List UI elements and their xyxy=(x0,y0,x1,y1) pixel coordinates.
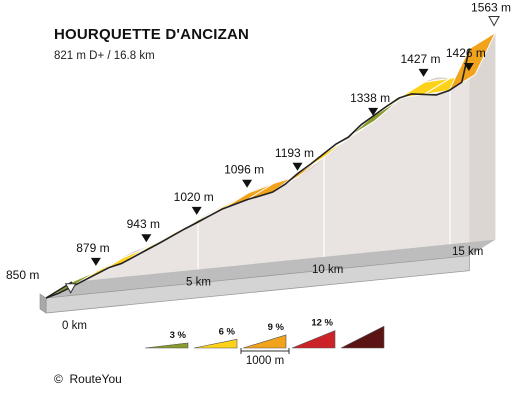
elevation-label: 1563 m xyxy=(471,0,511,14)
legend-wedge xyxy=(340,325,385,349)
legend-label: 9 % xyxy=(268,322,285,333)
elevation-label: 1020 m xyxy=(174,190,214,204)
profile-front-edge xyxy=(45,48,471,299)
copyright-icon: © xyxy=(54,372,63,386)
km-marker-triangle xyxy=(463,63,474,72)
profile-group: 850 m 879 m 943 m 1020 m 1096 m 1193 m 1338 m 1… xyxy=(6,0,511,332)
legend-wedge xyxy=(291,330,336,349)
elevation-label: 879 m xyxy=(76,241,109,255)
elevation-label: 1338 m xyxy=(350,91,390,105)
profile-back-wall xyxy=(72,32,496,282)
km-marker-triangle xyxy=(292,162,303,171)
start-marker-triangle xyxy=(64,283,77,294)
legend-label: 6 % xyxy=(219,326,236,337)
base-slab-top xyxy=(46,239,496,298)
elevation-label: 1193 m xyxy=(275,146,314,160)
km-marker-triangle xyxy=(191,206,202,215)
elevation-label: 1427 m xyxy=(400,52,440,66)
legend-scale-label: 1000 m xyxy=(246,355,284,367)
gradient-legend: 3 % 6 % 9 % 12 % 1000 m xyxy=(144,318,385,367)
distance-label: 15 km xyxy=(452,246,483,258)
copyright-notice: © RouteYou xyxy=(54,372,122,386)
elevation-label: 850 m xyxy=(6,268,39,282)
summit-marker-triangle xyxy=(488,15,500,27)
km-marker-triangle xyxy=(368,107,379,116)
distance-label: 10 km xyxy=(312,264,343,276)
chart-title: HOURQUETTE D'ANCIZAN xyxy=(54,26,250,43)
legend-label: 3 % xyxy=(170,330,187,341)
km-marker-triangle xyxy=(242,179,253,188)
km-marker-triangle xyxy=(418,68,429,77)
legend-wedge xyxy=(144,342,189,349)
elevation-label: 943 m xyxy=(127,217,160,231)
km-marker-triangle xyxy=(141,234,152,243)
legend-wedge xyxy=(242,334,287,349)
elevation-label: 1096 m xyxy=(224,163,264,177)
elevation-label: 1426 m xyxy=(446,46,486,60)
base-slab-left-face xyxy=(39,293,47,314)
profile-end-face xyxy=(469,32,496,256)
legend-label: 12 % xyxy=(311,318,333,329)
distance-label: 5 km xyxy=(186,276,211,288)
distance-label: 0 km xyxy=(62,320,87,332)
km-marker-triangle xyxy=(90,257,101,266)
chart-subtitle: 821 m D+ / 16.8 km xyxy=(54,50,155,62)
copyright-text: RouteYou xyxy=(69,372,122,386)
gradient-segment xyxy=(448,32,496,91)
legend-wedge xyxy=(193,338,238,349)
